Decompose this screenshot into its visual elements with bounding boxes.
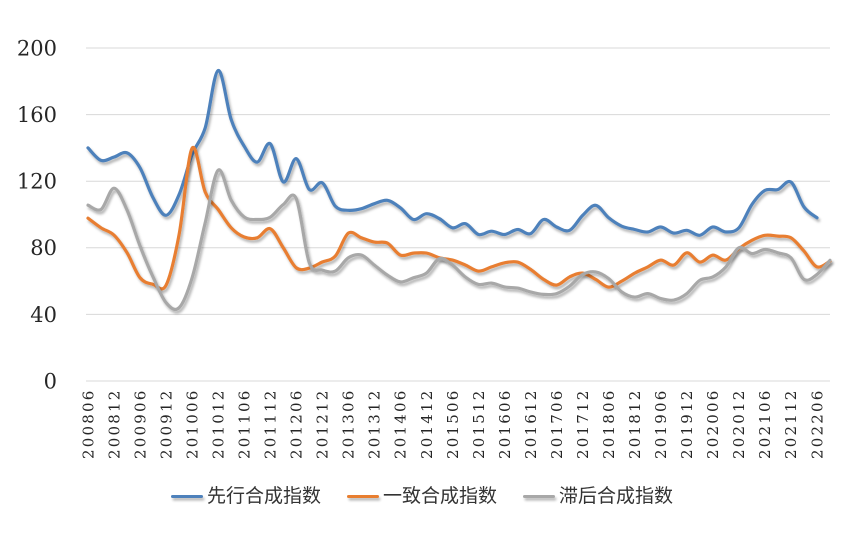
x-axis-tick-label: 201312 xyxy=(366,389,384,459)
y-axis-tick-label: 80 xyxy=(30,236,57,260)
x-axis-tick-label: 201112 xyxy=(261,389,279,459)
grid-layer xyxy=(86,47,830,382)
legend-label-coincident: 一致合成指数 xyxy=(382,485,497,507)
y-axis-tick-label: 40 xyxy=(30,303,57,327)
x-axis-tick-label: 201306 xyxy=(340,389,358,459)
x-axis-tick-label: 201512 xyxy=(470,389,488,459)
x-axis-tick-label: 201006 xyxy=(183,389,201,459)
x-axis-tick-label: 202206 xyxy=(808,389,826,459)
x-axis-tick-label: 201606 xyxy=(496,389,514,459)
x-axis-tick-label: 201412 xyxy=(418,389,436,459)
leading-series-swatch xyxy=(170,494,203,499)
series-line-lagging xyxy=(86,168,832,312)
series-line-coincident xyxy=(86,146,832,291)
lagging-series-swatch xyxy=(523,494,555,499)
x-axis-tick-label: 200812 xyxy=(105,389,123,459)
x-axis-tick-label: 200906 xyxy=(131,389,149,459)
x-axis-tick-label: 201612 xyxy=(522,389,540,459)
x-axis-tick-label: 202106 xyxy=(756,389,774,459)
x-axis-tick-label: 202012 xyxy=(730,389,748,459)
x-axis-tick-label: 201212 xyxy=(314,389,332,459)
x-axis-tick-label: 201812 xyxy=(626,389,644,459)
y-axis-tick-label: 120 xyxy=(17,170,57,194)
legend-label-leading: 先行合成指数 xyxy=(206,485,321,507)
legend-item-coincident: 一致合成指数 xyxy=(346,485,497,507)
y-axis-tick-label: 200 xyxy=(17,36,57,60)
x-axis-tick-label: 201406 xyxy=(392,389,410,459)
x-axis-tick-label: 200806 xyxy=(79,389,97,459)
legend-item-lagging: 滞后合成指数 xyxy=(523,487,673,506)
x-axis-tick-label: 201012 xyxy=(209,389,227,459)
legend-label-lagging: 滞后合成指数 xyxy=(559,485,674,507)
y-axis-tick-label: 160 xyxy=(17,103,57,127)
series-layer xyxy=(86,68,832,312)
x-axis-tick-label: 202006 xyxy=(704,389,722,459)
y-axis-labels: 0 40 80 120 160 200 xyxy=(17,36,57,393)
coincident-series-swatch xyxy=(346,494,379,499)
legend-item-leading: 先行合成指数 xyxy=(170,485,321,507)
x-axis-tick-label: 201106 xyxy=(235,389,253,459)
x-axis-tick-label: 201912 xyxy=(678,389,696,459)
x-axis-tick-label: 201806 xyxy=(600,389,618,459)
x-axis-tick-label: 200912 xyxy=(157,389,175,459)
x-axis-tick-label: 201712 xyxy=(574,389,592,459)
x-axis-tick-label: 201506 xyxy=(444,389,462,459)
x-axis-tick-label: 202112 xyxy=(782,389,800,459)
series-line-leading xyxy=(86,68,819,237)
x-axis-labels: 200806 200812 200906 200912 201006 201012 2011… xyxy=(79,389,826,459)
y-axis-tick-label: 0 xyxy=(44,369,57,393)
x-axis-tick-label: 201906 xyxy=(652,389,670,459)
x-axis-tick-label: 201706 xyxy=(548,389,566,459)
x-axis-tick-label: 201206 xyxy=(288,389,306,459)
chart-legend: 先行合成指数 一致合成指数 滞后合成指数 xyxy=(0,487,844,506)
